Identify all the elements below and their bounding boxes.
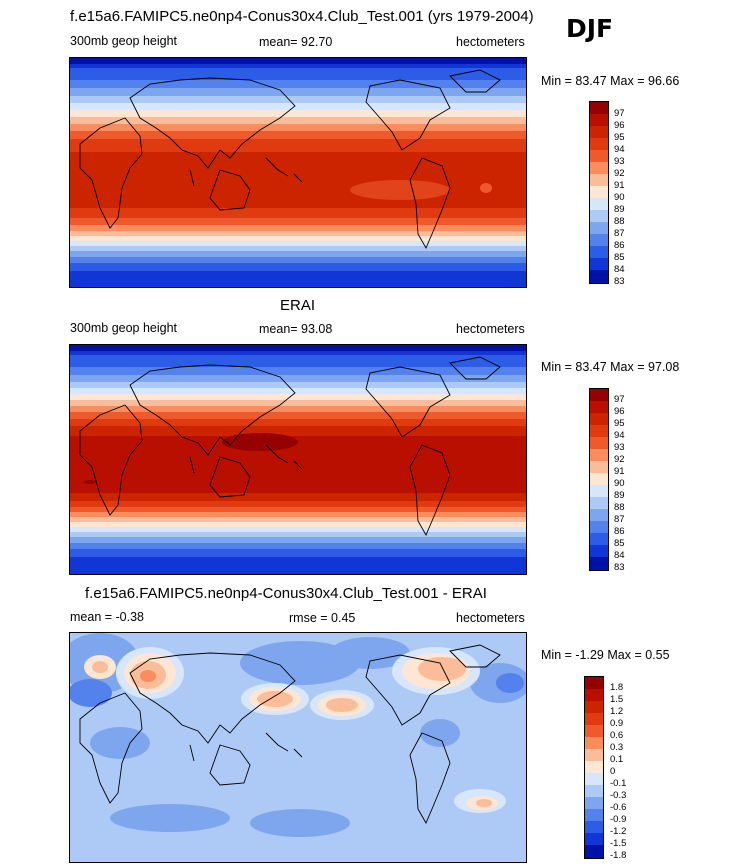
panel-2-colorbar-tick: 93 (614, 442, 625, 453)
panel-1-colorbar-tick: 88 (614, 216, 625, 227)
panel-1-title: f.e15a6.FAMIPC5.ne0np4-Conus30x4.Club_Te… (70, 8, 534, 25)
panel-2-title: ERAI (280, 297, 316, 314)
panel-1-colorbar-tick: 87 (614, 228, 625, 239)
panel-1-colorbar-tick: 93 (614, 156, 625, 167)
panel-2-colorbar-tick: 92 (614, 454, 625, 465)
panel-2-units-label: hectometers (456, 322, 525, 336)
season-label: DJF (566, 14, 614, 43)
panel-3-colorbar-tick: -0.9 (610, 814, 627, 825)
panel-1-colorbar-tick: 94 (614, 144, 625, 155)
panel-2-map-field (70, 345, 526, 574)
panel-1-colorbar-tick: 92 (614, 168, 625, 179)
panel-1-colorbar-tick: 83 (614, 276, 625, 287)
panel-1-colorbar-tick: 86 (614, 240, 625, 251)
panel-2-colorbar-tick: 97 (614, 394, 625, 405)
panel-3-colorbar-tick: 1.2 (610, 706, 624, 717)
panel-3-map (69, 632, 527, 863)
panel-1-map-field (70, 58, 526, 287)
panel-1-colorbar-tick: 85 (614, 252, 625, 263)
panel-2-colorbar-tick: 85 (614, 538, 625, 549)
panel-3-colorbar-tick: -0.6 (610, 802, 627, 813)
panel-2-colorbar-tick: 89 (614, 490, 625, 501)
panel-3-colorbar-tick: 0.6 (610, 730, 624, 741)
panel-1-colorbar-tick: 96 (614, 120, 625, 131)
panel-3-minmax-label: Min = -1.29 Max = 0.55 (541, 648, 670, 662)
panel-1-colorbar-tick: 95 (614, 132, 625, 143)
panel-3-title: f.e15a6.FAMIPC5.ne0np4-Conus30x4.Club_Te… (85, 585, 487, 602)
panel-2-map (69, 344, 527, 575)
panel-2-mean-label: mean= 93.08 (259, 322, 333, 336)
panel-1-variable-label: 300mb geop height (70, 34, 178, 48)
panel-3-mean-label: mean = -0.38 (70, 610, 145, 624)
panel-3-colorbar-tick: 1.8 (610, 682, 624, 693)
panel-2-variable-label: 300mb geop height (70, 321, 178, 335)
panel-3-colorbar-tick: -0.3 (610, 790, 627, 801)
panel-2-colorbar (589, 388, 609, 571)
panel-3-map-field (70, 633, 526, 862)
panel-3-colorbar-tick: 0.9 (610, 718, 624, 729)
panel-2-colorbar-tick: 83 (614, 562, 625, 573)
panel-3-colorbar-tick: -1.2 (610, 826, 627, 837)
panel-2-colorbar-tick: 90 (614, 478, 625, 489)
panel-2-colorbar-tick: 87 (614, 514, 625, 525)
panel-1-colorbar-tick: 90 (614, 192, 625, 203)
panel-3-colorbar-tick: 1.5 (610, 694, 624, 705)
panel-3-colorbar-tick: 0 (610, 766, 616, 777)
panel-3-colorbar (584, 676, 604, 859)
panel-1-colorbar-tick: 91 (614, 180, 625, 191)
panel-2-colorbar-tick: 94 (614, 430, 625, 441)
panel-2-colorbar-tick: 84 (614, 550, 625, 561)
panel-2-colorbar-tick: 95 (614, 418, 625, 429)
panel-1-colorbar (589, 101, 609, 284)
panel-1-colorbar-tick: 84 (614, 264, 625, 275)
panel-3-colorbar-tick: -1.5 (610, 838, 627, 849)
panel-2-minmax-label: Min = 83.47 Max = 97.08 (541, 360, 680, 374)
panel-2-colorbar-tick: 91 (614, 466, 625, 477)
panel-2-colorbar-tick: 86 (614, 526, 625, 537)
panel-1-colorbar-tick: 97 (614, 108, 625, 119)
panel-1-map (69, 57, 527, 288)
panel-1-mean-label: mean= 92.70 (259, 35, 333, 49)
panel-3-colorbar-tick: 0.1 (610, 754, 624, 765)
panel-1-minmax-label: Min = 83.47 Max = 96.66 (541, 74, 680, 88)
panel-3-rmse-label: rmse = 0.45 (289, 611, 356, 625)
panel-2-colorbar-tick: 96 (614, 406, 625, 417)
panel-3-colorbar-tick: -1.8 (610, 850, 627, 861)
panel-3-colorbar-tick: 0.3 (610, 742, 624, 753)
panel-3-units-label: hectometers (456, 611, 525, 625)
panel-1-colorbar-tick: 89 (614, 204, 625, 215)
panel-3-colorbar-tick: -0.1 (610, 778, 627, 789)
panel-2-colorbar-tick: 88 (614, 502, 625, 513)
panel-1-units-label: hectometers (456, 35, 525, 49)
